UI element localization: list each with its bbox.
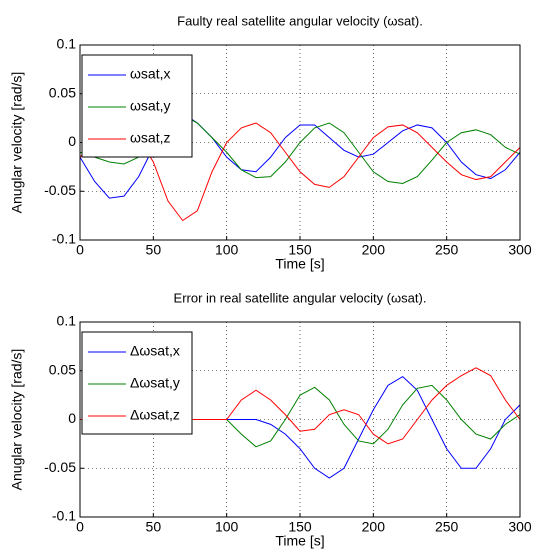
x-tick-label: 0: [76, 242, 84, 258]
legend-box: [81, 54, 193, 158]
y-tick-label: -0.1: [52, 231, 76, 247]
series-line: [79, 122, 521, 222]
x-tick-label: 250: [435, 519, 459, 535]
axes-box: [79, 321, 521, 518]
x-tick-label: 150: [288, 519, 312, 535]
legend-label: ωsat,y: [130, 98, 171, 114]
y-axis-label: Anuglar velocity [rad/s]: [9, 349, 25, 491]
x-tick-label: 100: [215, 242, 239, 258]
x-tick-label: 50: [146, 519, 162, 535]
x-axis-label: Time [s]: [275, 256, 324, 272]
y-tick-label: 0: [68, 410, 76, 426]
x-tick-label: 150: [288, 242, 312, 258]
legend-label: Δωsat,x: [130, 343, 180, 359]
x-tick-label: 50: [146, 242, 162, 258]
chart-title: Error in real satellite angular velocity…: [174, 290, 427, 305]
legend-label: Δωsat,y: [130, 375, 180, 391]
chart-title: Faulty real satellite angular velocity (…: [177, 13, 423, 28]
y-tick-label: 0.05: [49, 84, 76, 100]
x-tick-label: 300: [508, 242, 532, 258]
y-tick-label: -0.05: [44, 459, 76, 475]
y-tick-label: 0: [68, 133, 76, 149]
legend-box: [81, 331, 193, 435]
x-tick-label: 300: [508, 519, 532, 535]
axes-box: [79, 44, 521, 241]
y-tick-label: 0.1: [57, 313, 77, 329]
x-tick-label: 200: [362, 242, 386, 258]
x-axis-label: Time [s]: [275, 533, 324, 549]
y-tick-label: 0.05: [49, 361, 76, 377]
x-tick-label: 200: [362, 519, 386, 535]
y-tick-label: -0.1: [52, 508, 76, 524]
x-tick-label: 250: [435, 242, 459, 258]
x-tick-label: 0: [76, 519, 84, 535]
y-axis-label: Anuglar velocity [rad/s]: [9, 72, 25, 214]
x-tick-label: 100: [215, 519, 239, 535]
y-tick-label: 0.1: [57, 36, 77, 52]
legend-label: ωsat,x: [130, 66, 171, 82]
legend-label: ωsat,z: [130, 130, 171, 146]
y-tick-label: -0.05: [44, 182, 76, 198]
legend-label: Δωsat,z: [130, 407, 180, 423]
